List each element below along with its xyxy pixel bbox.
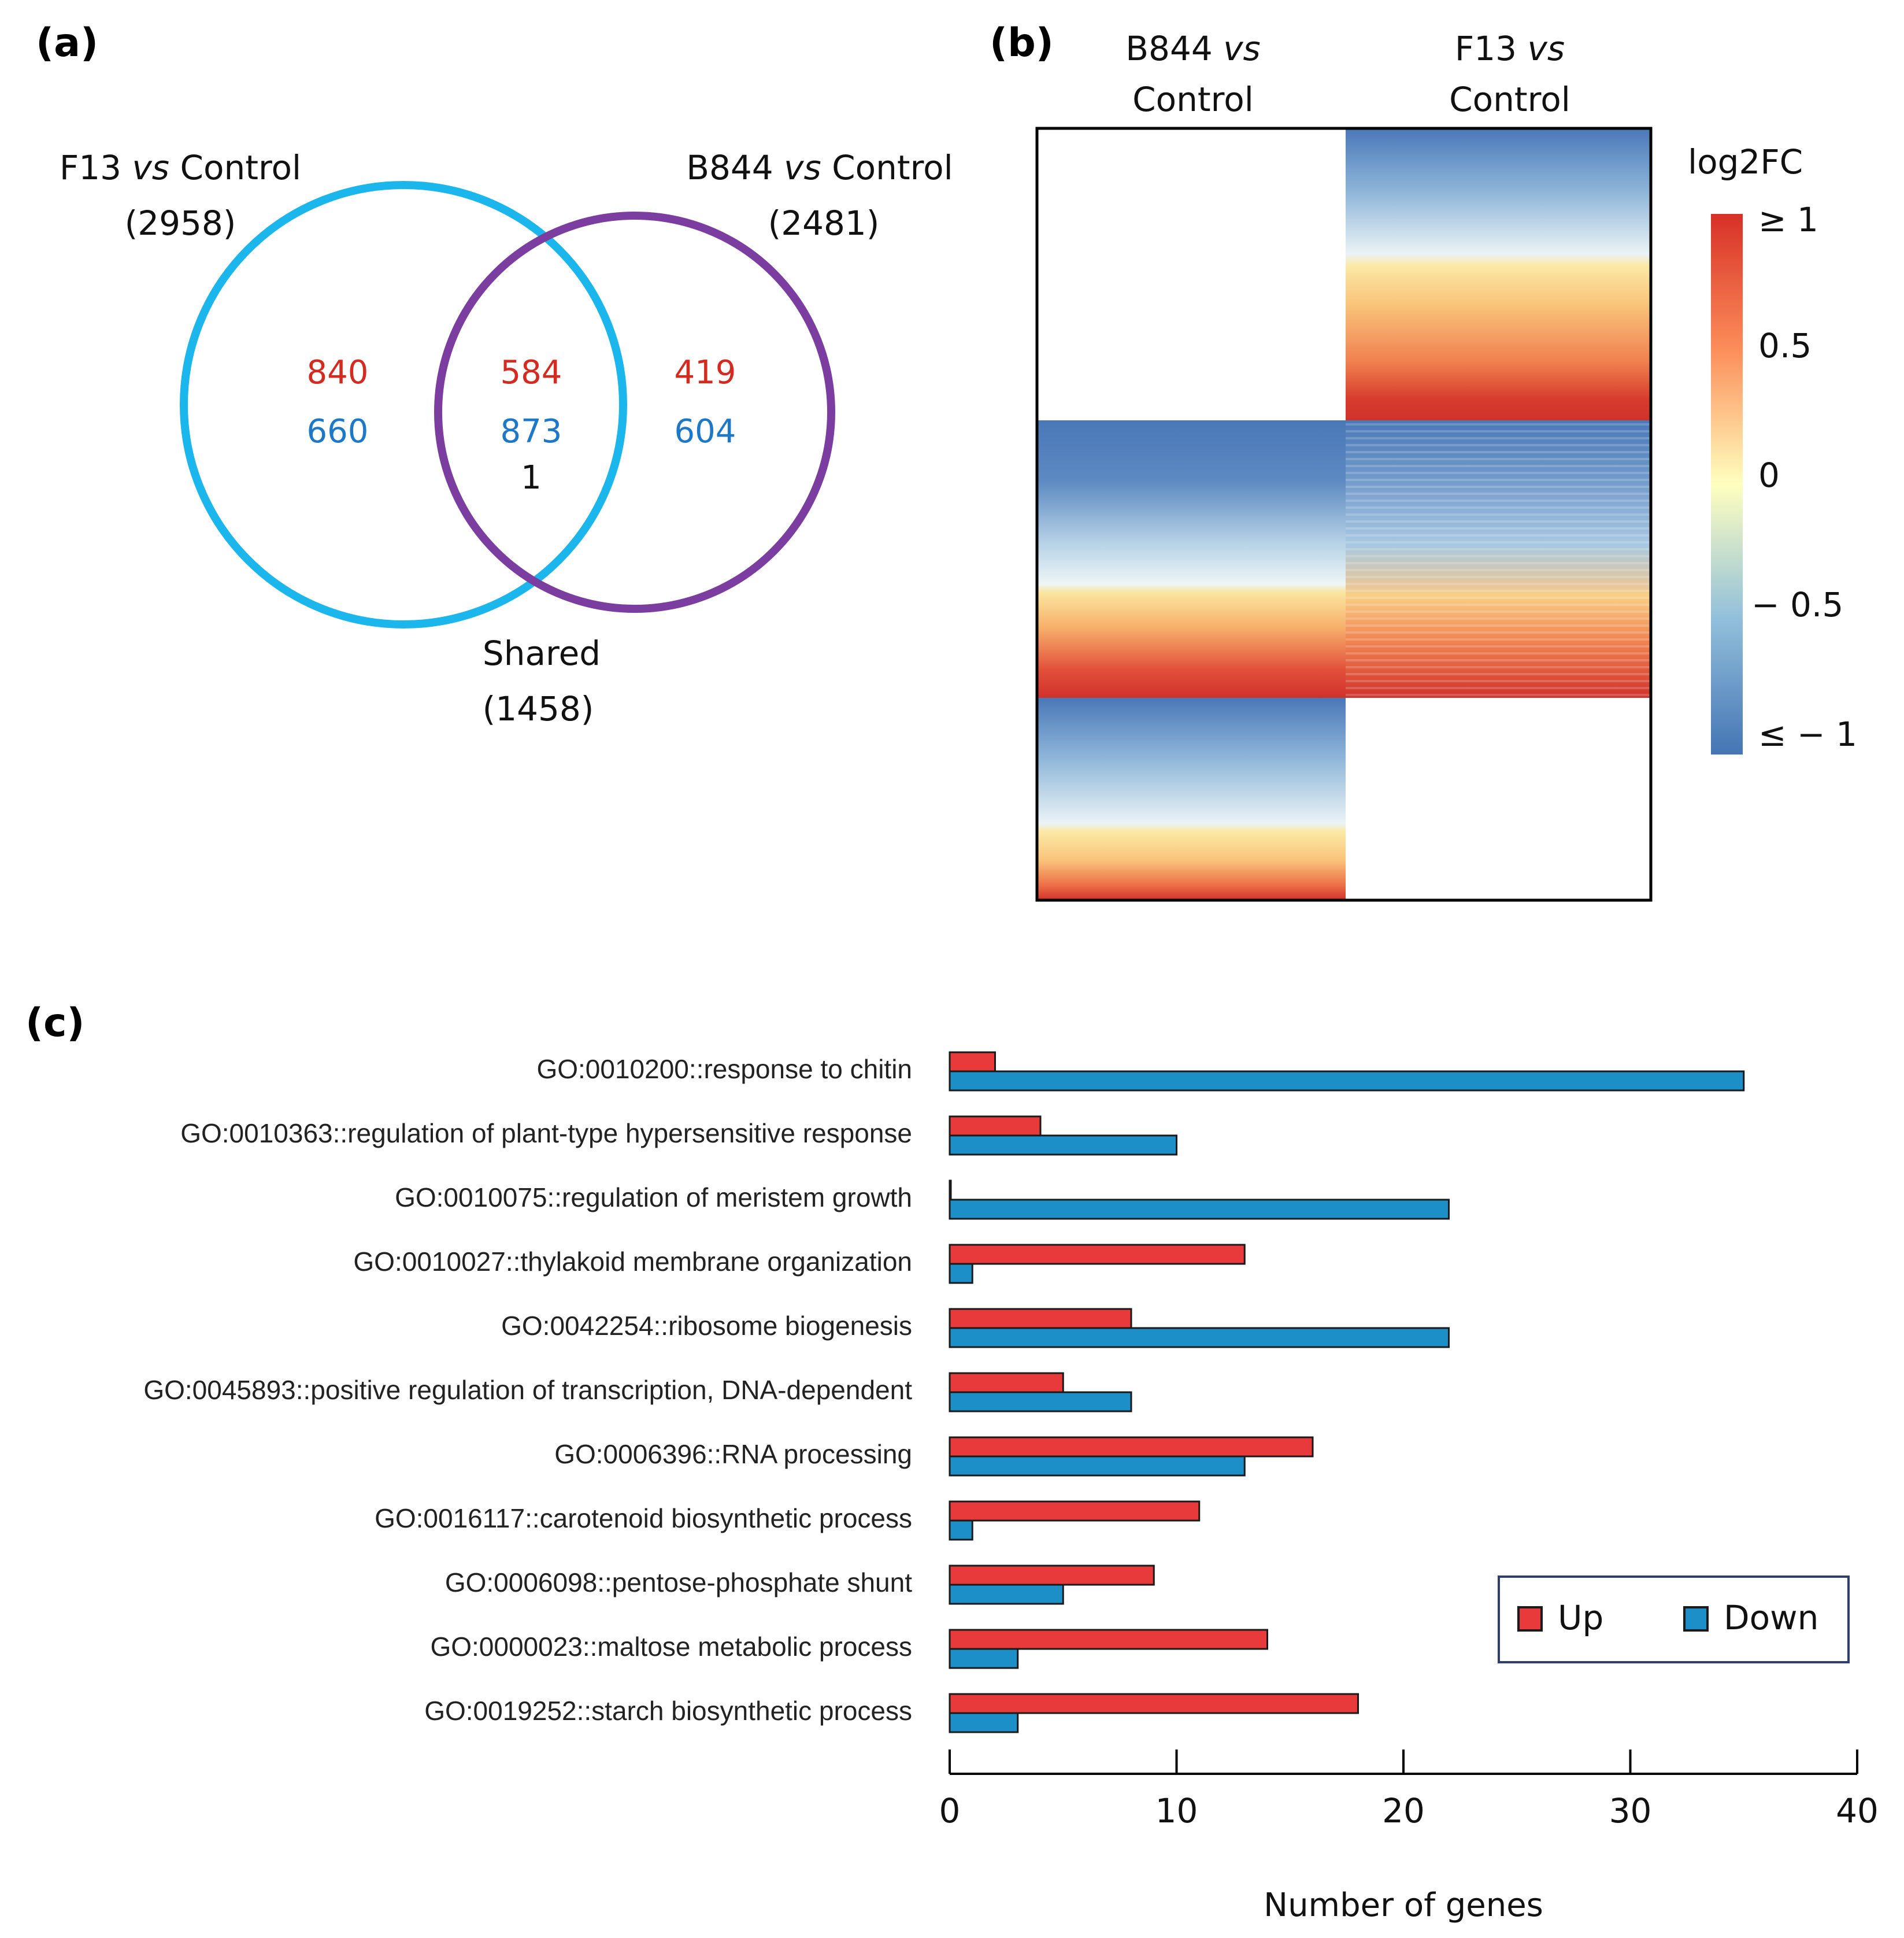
category-label: GO:0000023::maltose metabolic process xyxy=(430,1632,912,1662)
bar-up xyxy=(949,1629,1268,1650)
legend-label-down: Down xyxy=(1724,1598,1818,1637)
bar-down xyxy=(949,1134,1177,1156)
bar-up xyxy=(949,1051,996,1072)
bar-chart: GO:0010200::response to chitinGO:0010363… xyxy=(143,1051,1879,1924)
panel-a: (a) F13 vs Control (2958) B844 vs Contro… xyxy=(36,20,953,728)
bar-down xyxy=(949,1519,973,1541)
shared-up-count: 584 xyxy=(501,354,562,391)
shared-total: (1458) xyxy=(483,689,594,728)
shared-label: Shared xyxy=(483,634,601,673)
bar-up xyxy=(949,1500,1201,1522)
category-label: GO:0010200::response to chitin xyxy=(536,1054,912,1084)
heatmap-frame xyxy=(1035,127,1653,902)
bar-up xyxy=(949,1372,1064,1393)
legend-swatch-down xyxy=(1683,1606,1709,1632)
colorbar xyxy=(1711,214,1743,755)
set2-name: B844 vs Control xyxy=(686,148,953,187)
shared-other-count: 1 xyxy=(521,459,542,497)
bar-up xyxy=(949,1565,1155,1586)
only-f13-up-count: 840 xyxy=(307,354,369,391)
bar-up xyxy=(949,1436,1314,1458)
heatmap-stripes xyxy=(1346,420,1651,698)
legend-box xyxy=(1498,1575,1850,1663)
heatmap-col1-title-line1: B844 vs xyxy=(1125,29,1260,68)
only-b844-down-count: 604 xyxy=(675,413,736,450)
category-label: GO:0010363::regulation of plant-type hyp… xyxy=(180,1118,912,1148)
heatmap-block-b844-only xyxy=(1037,698,1346,900)
x-tick-label: 0 xyxy=(939,1791,961,1830)
bar-down xyxy=(949,1263,973,1284)
bar-down xyxy=(949,1391,1132,1412)
bar-down xyxy=(949,1712,1019,1733)
shared-down-count: 873 xyxy=(501,413,562,450)
category-label: GO:0010027::thylakoid membrane organizat… xyxy=(353,1247,912,1277)
bar-down xyxy=(949,1070,1745,1092)
panel-b: (b) B844 vs Control F13 vs Control log2F… xyxy=(990,20,1857,902)
category-label: GO:0006396::RNA processing xyxy=(554,1439,912,1469)
category-label: GO:0045893::positive regulation of trans… xyxy=(143,1375,912,1405)
legend-swatch-up xyxy=(1517,1606,1543,1632)
bar-up xyxy=(949,1115,1042,1137)
colorbar-tick: 0 xyxy=(1758,456,1780,495)
panel-b-label: (b) xyxy=(990,20,1054,66)
heatmap-block-shared-b844 xyxy=(1037,420,1346,698)
panel-a-label: (a) xyxy=(36,20,98,66)
only-b844-up-count: 419 xyxy=(675,354,736,391)
x-tick-label: 10 xyxy=(1155,1791,1198,1830)
category-label: GO:0016117::carotenoid biosynthetic proc… xyxy=(375,1503,912,1533)
bar-up xyxy=(949,1308,1132,1329)
category-label: GO:0042254::ribosome biogenesis xyxy=(501,1311,912,1341)
colorbar-tick: 0.5 xyxy=(1758,326,1812,365)
set1-name: F13 vs Control xyxy=(60,148,301,187)
panel-c: (c) GO:0010200::response to chitinGO:001… xyxy=(25,1000,1879,1924)
bar-up xyxy=(949,1179,952,1201)
legend-label-up: Up xyxy=(1558,1598,1603,1637)
bar-down xyxy=(949,1584,1064,1605)
set1-total: (2958) xyxy=(125,204,236,243)
heatmap-col1-title-line2: Control xyxy=(1132,80,1254,119)
set2-total: (2481) xyxy=(768,204,880,243)
bar-up xyxy=(949,1693,1359,1714)
category-label: GO:0019252::starch biosynthetic process xyxy=(424,1696,912,1726)
colorbar-title: log2FC xyxy=(1688,142,1803,182)
x-tick-label: 20 xyxy=(1382,1791,1425,1830)
venn-circle-b844 xyxy=(434,212,835,613)
bar-down xyxy=(949,1648,1019,1669)
x-tick-label: 40 xyxy=(1836,1791,1879,1830)
x-tick-label: 30 xyxy=(1609,1791,1652,1830)
x-axis-label: Number of genes xyxy=(1264,1887,1543,1924)
colorbar-tick: ≤ − 1 xyxy=(1758,715,1857,754)
bar-down xyxy=(949,1327,1450,1348)
category-label: GO:0010075::regulation of meristem growt… xyxy=(395,1182,912,1212)
colorbar-tick: ≥ 1 xyxy=(1758,200,1818,239)
heatmap-col2-title-line2: Control xyxy=(1449,80,1570,119)
category-label: GO:0006098::pentose-phosphate shunt xyxy=(445,1567,912,1597)
bar-down xyxy=(949,1455,1246,1477)
only-f13-down-count: 660 xyxy=(307,413,369,450)
bar-down xyxy=(949,1199,1450,1220)
colorbar-tick: − 0.5 xyxy=(1751,585,1843,624)
venn-circle-f13 xyxy=(180,181,627,628)
bar-up xyxy=(949,1244,1246,1265)
heatmap-block-f13-only xyxy=(1346,128,1651,420)
heatmap-col2-title-line1: F13 vs xyxy=(1455,29,1565,68)
panel-c-label: (c) xyxy=(25,1000,84,1046)
